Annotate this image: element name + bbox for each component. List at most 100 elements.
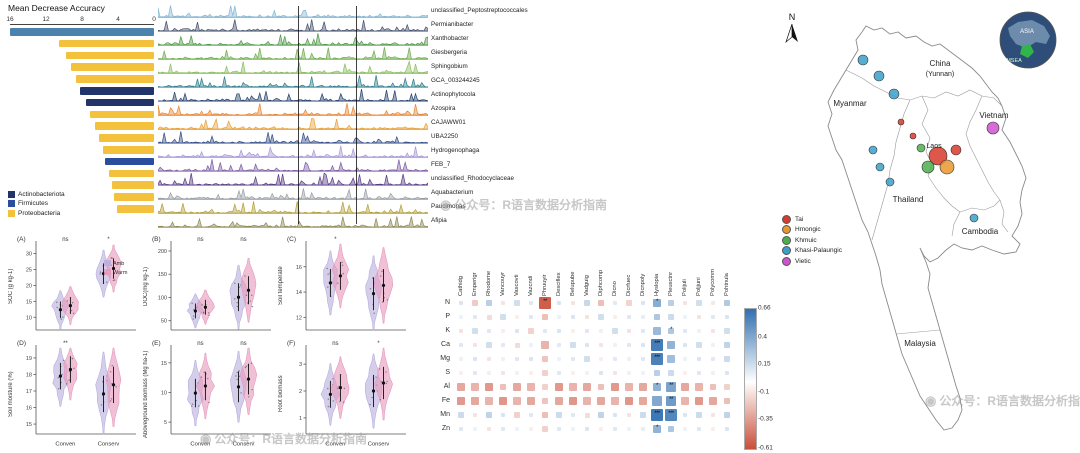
heatmap-cell [706,422,720,436]
heatmap-cell [678,338,692,352]
heatmap-cell [636,394,650,408]
heatmap-square [667,299,675,307]
heatmap-square [459,315,463,319]
sample-point [885,177,895,187]
heatmap-column-label: Dicnpoly [640,273,646,296]
heatmap-square [501,329,505,333]
importance-bar-panel: Mean Decrease Accuracy 16 12 8 4 0 Actinobac… [6,2,156,230]
heatmap-row-label: P [445,313,450,320]
heatmap-cell [468,296,482,310]
panel-tag: (C) [287,236,296,243]
panel-tag: (D) [17,340,26,347]
importance-bar [65,51,154,60]
heatmap-cell: *** [664,408,678,422]
heatmap-cell [468,324,482,338]
heatmap-cell [552,352,566,366]
heatmap-cell [524,296,538,310]
heatmap-square [723,299,731,307]
heatmap-cell [454,380,468,394]
svg-text:15: 15 [161,361,167,367]
heatmap-cell [608,324,622,338]
country-label: Cambodia [962,227,999,236]
country-label: Myanmar [833,99,867,108]
heatmap-square [542,328,548,334]
ethnic-legend-item: Khmuic [782,235,842,246]
heatmap-cell [468,366,482,380]
heatmap-colheads: Cathidg Emperigr Rhodome Vancouyr Vascovti Va… [454,238,780,296]
heatmap-square [459,371,463,375]
heatmap-cell [538,422,552,436]
heatmap-cell [510,338,524,352]
heatmap-cell [538,310,552,324]
bar-row [10,179,154,191]
abundance-trace [158,33,428,46]
heatmap-square [681,397,689,405]
heatmap-square [541,341,549,349]
abundance-trace [158,188,428,200]
heatmap-cell [524,366,538,380]
heatmap-square [515,427,519,431]
taxon-label: unclassified_Peptostreptococcales [431,7,528,14]
heatmap-square [694,396,704,406]
heatmap-cell [566,394,580,408]
heatmap-square [458,300,464,306]
heatmap-row-label: S [445,369,450,376]
heatmap-square [472,300,478,306]
taxon-label: unclassified_Rhodocyclaceae [431,175,514,182]
violin-panel-b: DOC(mg kg-1) 50 100 150 200 (B) ns ns [141,234,276,338]
heatmap-cell [454,310,468,324]
x-category-label: Conven [325,442,345,448]
heatmap-square [599,329,603,333]
heatmap-square [682,328,688,334]
heatmap-square [613,343,617,347]
bar-row [10,85,154,97]
violin-panel-e: Aboveground biomass (Mg ha-1) 5 10 15 (E) ns C… [141,338,276,450]
heatmap-square [486,426,492,432]
significance-label: ns [332,341,338,347]
heatmap-cell [622,394,636,408]
abundance-trace [158,60,428,74]
heatmap-cell [706,296,720,310]
importance-bar [80,86,154,95]
heatmap-cell [468,338,482,352]
heatmap-square [584,426,590,432]
heatmap-column-label: Belupube [570,271,576,297]
heatmap-column-label: Diphcomp [598,269,604,296]
heatmap-square [570,412,576,418]
heatmap-square [696,426,702,432]
bar-axis-tick: 12 [42,16,50,23]
heatmap-cell [580,408,594,422]
heatmap-square [527,383,535,391]
heatmap-cell [636,352,650,366]
significance-label: ns [240,237,246,243]
heatmap-square [710,328,716,334]
heatmap-square [583,383,591,391]
heatmap-square [724,412,730,418]
heatmap-cell [678,408,692,422]
heatmap-column-label: Vazcndi [528,275,534,296]
panel-tag: (B) [152,236,161,243]
heatmap-cell [650,366,664,380]
heatmap-cell [692,380,706,394]
heatmap-cell [482,338,496,352]
heatmap-square [598,370,604,376]
heatmap-square [514,342,520,348]
abundance-trace [158,201,428,214]
heatmap-cell [706,366,720,380]
colorbar-tick: -0.35 [758,415,773,423]
heatmap-cell [636,422,650,436]
heatmap-column-label: Pleusctnr [668,271,674,296]
svg-text:2: 2 [299,389,302,395]
heatmap-row-label: Zn [441,425,450,432]
heatmap-square [584,300,590,306]
heatmap-cell [692,422,706,436]
heatmap-square [529,427,533,431]
sample-point [928,146,948,166]
heatmap-column-label: Vascovti [514,274,520,296]
heatmap-cell: * [664,324,678,338]
heatmap-square [570,300,576,306]
bar-row [10,73,154,85]
taxon-label: Hydrogenophaga [431,147,480,154]
significance-label: * [377,341,380,347]
significance-label: * [334,237,337,243]
